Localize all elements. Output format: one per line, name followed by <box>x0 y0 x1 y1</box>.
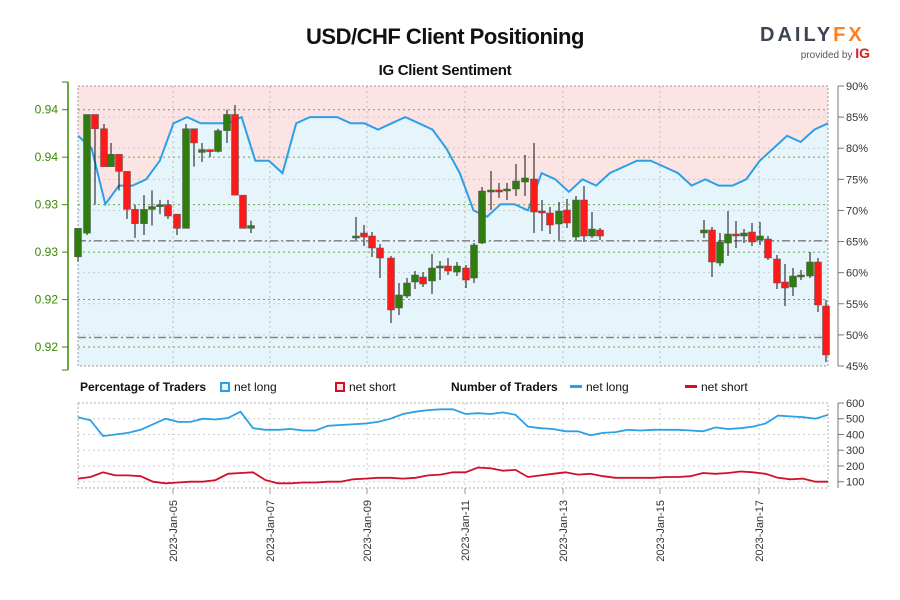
svg-text:2023-Jan-11: 2023-Jan-11 <box>460 500 472 561</box>
svg-text:0.92: 0.92 <box>35 293 59 307</box>
logo-brand-fx: FX <box>833 24 865 46</box>
svg-text:100: 100 <box>846 477 864 489</box>
svg-text:85%: 85% <box>846 112 868 124</box>
legend-pct-short: net short <box>335 380 396 394</box>
pct-axis: 90% 85% 80% 75% 70% 65% 60% 55% 50% 45% <box>837 81 868 373</box>
svg-text:55%: 55% <box>846 299 868 311</box>
svg-text:2023-Jan-15: 2023-Jan-15 <box>655 500 667 562</box>
gridlines <box>78 86 828 366</box>
net-short-line-icon <box>685 385 697 388</box>
svg-text:2023-Jan-13: 2023-Jan-13 <box>558 500 570 562</box>
logo-brand: DAILYFX <box>760 24 870 47</box>
svg-text:2023-Jan-05: 2023-Jan-05 <box>168 500 180 562</box>
svg-text:2023-Jan-09: 2023-Jan-09 <box>362 500 374 562</box>
dailyfx-logo: DAILYFX provided by IG <box>760 24 870 61</box>
legend-pct-long: net long <box>220 380 277 394</box>
svg-text:65%: 65% <box>846 237 868 249</box>
net-long-swatch-icon <box>220 382 230 392</box>
svg-text:75%: 75% <box>846 174 868 186</box>
legend-num-long: net long <box>570 380 629 394</box>
chart-title: USD/CHF Client Positioning <box>306 24 584 49</box>
date-axis: 2023-Jan-05 2023-Jan-07 2023-Jan-09 2023-Ja… <box>168 488 766 562</box>
logo-provided-by: provided by IG <box>760 45 870 61</box>
net-long-pct-line <box>77 115 829 218</box>
svg-text:600: 600 <box>846 398 864 410</box>
provided-by-text: provided by <box>800 50 856 61</box>
sentiment-background <box>77 85 829 367</box>
svg-text:0.94: 0.94 <box>35 103 59 117</box>
svg-text:500: 500 <box>846 414 864 426</box>
legend-num-label: Number of Traders <box>451 380 558 394</box>
ig-logo: IG <box>855 45 870 61</box>
lower-gridlines <box>77 402 829 489</box>
legend-pct-label: Percentage of Traders <box>80 380 207 394</box>
svg-text:2023-Jan-17: 2023-Jan-17 <box>754 500 766 562</box>
svg-text:90%: 90% <box>846 81 868 93</box>
chart-subtitle: IG Client Sentiment <box>378 62 512 79</box>
legend-pct-title: Percentage of Traders <box>80 380 206 394</box>
svg-text:50%: 50% <box>846 330 868 342</box>
svg-text:300: 300 <box>846 445 864 457</box>
svg-text:0.92: 0.92 <box>35 340 59 354</box>
svg-text:80%: 80% <box>846 143 868 155</box>
svg-text:2023-Jan-07: 2023-Jan-07 <box>265 500 277 562</box>
price-axis: 0.94 0.94 0.93 0.93 0.92 0.92 <box>35 81 69 371</box>
legend-pct-short-label: net short <box>349 380 396 394</box>
svg-text:400: 400 <box>846 429 864 441</box>
price-candles <box>74 104 830 362</box>
svg-text:45%: 45% <box>846 361 868 373</box>
legend-num-long-label: net long <box>586 380 629 394</box>
legend-num-short: net short <box>685 380 748 394</box>
svg-text:0.93: 0.93 <box>35 245 59 259</box>
logo-brand-daily: DAILY <box>760 24 834 46</box>
net-short-swatch-icon <box>335 382 345 392</box>
trader-count-lines <box>77 408 829 485</box>
net-long-line-icon <box>570 385 582 388</box>
svg-text:0.93: 0.93 <box>35 198 59 212</box>
legend-num-short-label: net short <box>701 380 748 394</box>
legend-pct-long-label: net long <box>234 380 277 394</box>
svg-text:200: 200 <box>846 461 864 473</box>
svg-text:70%: 70% <box>846 205 868 217</box>
legend-num-title: Number of Traders <box>451 380 558 394</box>
trader-count-axis: 600 500 400 300 200 100 <box>837 398 864 489</box>
svg-text:60%: 60% <box>846 268 868 280</box>
svg-text:0.94: 0.94 <box>35 150 59 164</box>
